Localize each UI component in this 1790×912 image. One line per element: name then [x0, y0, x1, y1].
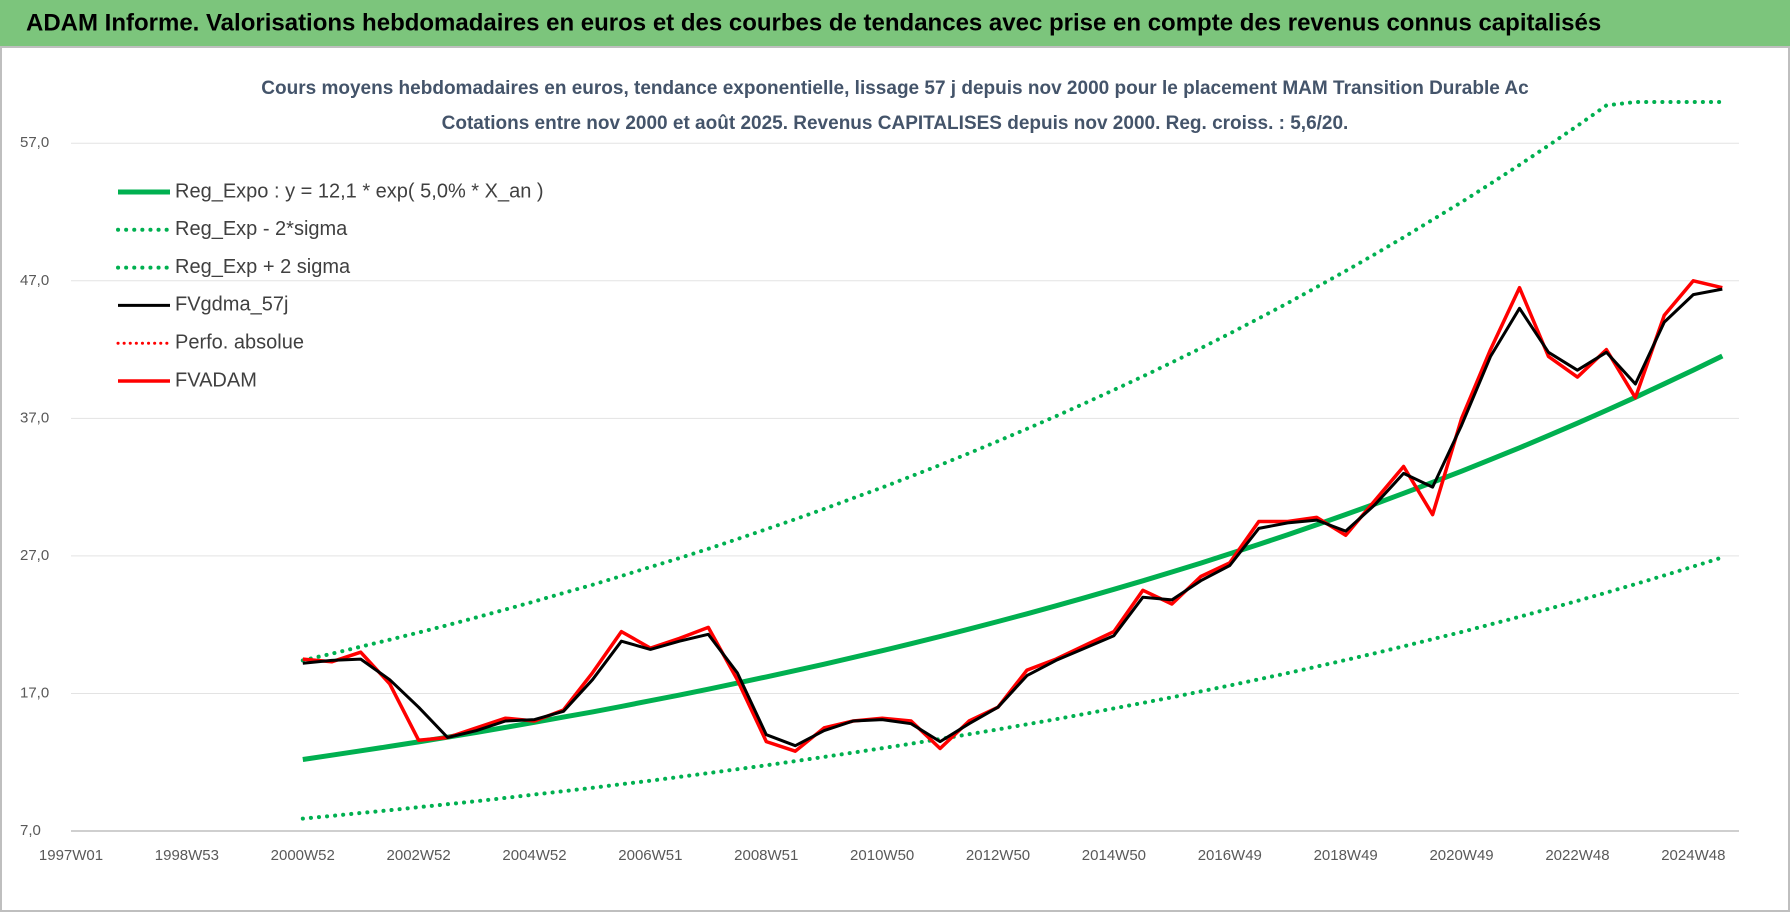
x-tick-label: 2014W50 [1082, 847, 1146, 864]
x-tick-label: 1997W01 [39, 847, 103, 864]
chart-title: Cours moyens hebdomadaires en euros, ten… [261, 78, 1529, 99]
header-title: ADAM Informe. Valorisations hebdomadaire… [26, 9, 1601, 36]
x-tick-label: 2018W49 [1314, 847, 1378, 864]
x-tick-label: 2002W52 [387, 847, 451, 864]
series-line [302, 353, 1724, 762]
x-tick-label: 2008W51 [734, 847, 798, 864]
x-tick-label: 2024W48 [1661, 847, 1725, 864]
x-tick-label: 2010W50 [850, 847, 914, 864]
chart-subtitle: Cotations entre nov 2000 et août 2025. R… [442, 113, 1349, 134]
legend-label: FVADAM [175, 369, 257, 391]
y-tick-label: 17,0 [20, 684, 49, 701]
y-tick-label: 57,0 [20, 134, 49, 151]
series-line [300, 100, 1725, 663]
y-tick-label: 47,0 [20, 272, 49, 289]
series-line [302, 287, 1723, 748]
legend-label: Reg_Exp + 2 sigma [175, 256, 351, 278]
legend-label: FVgdma_57j [175, 294, 288, 316]
plot-area: 7,0 17,0 27,0 37,0 47,0 57,0 1997W01 1998W53 200… [20, 100, 1739, 864]
x-tick-label: 2016W49 [1198, 847, 1262, 864]
chart-frame [0, 46, 1790, 912]
x-tick-label: 2012W50 [966, 847, 1030, 864]
legend-label: Perfo. absolue [175, 331, 304, 353]
x-tick-label: 2004W52 [502, 847, 566, 864]
x-tick-label: 2020W49 [1429, 847, 1493, 864]
x-tick-label: 2022W48 [1545, 847, 1609, 864]
x-tick-label: 2000W52 [271, 847, 335, 864]
y-tick-label: 7,0 [20, 822, 41, 839]
legend-label: Reg_Expo : y = 12,1 * exp( 5,0% * X_an ) [175, 180, 544, 202]
header-bar [0, 0, 1790, 46]
y-tick-label: 27,0 [20, 547, 49, 564]
series-line [300, 555, 1725, 821]
y-tick-label: 37,0 [20, 409, 49, 426]
legend-label: Reg_Exp - 2*sigma [175, 218, 348, 240]
x-tick-label: 1998W53 [155, 847, 219, 864]
x-tick-label: 2006W51 [618, 847, 682, 864]
